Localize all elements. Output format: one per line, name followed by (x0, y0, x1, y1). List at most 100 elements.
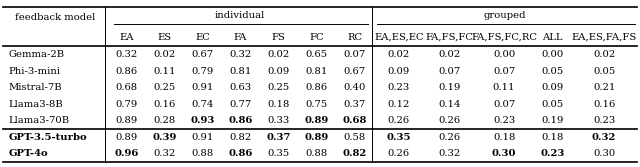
Text: GPT-3.5-turbo: GPT-3.5-turbo (8, 133, 87, 142)
Text: 0.02: 0.02 (268, 50, 289, 59)
Text: 0.32: 0.32 (592, 133, 616, 142)
Text: 0.96: 0.96 (114, 149, 139, 158)
Text: 0.25: 0.25 (268, 83, 289, 92)
Text: 0.00: 0.00 (541, 50, 563, 59)
Text: 0.05: 0.05 (593, 67, 615, 76)
Text: FC: FC (309, 33, 324, 42)
Text: 0.23: 0.23 (540, 149, 564, 158)
Text: 0.89: 0.89 (115, 116, 138, 125)
Text: EA,ES,EC: EA,ES,EC (374, 33, 424, 42)
Text: 0.16: 0.16 (593, 100, 615, 109)
Text: feedback model: feedback model (15, 13, 95, 22)
Text: 0.81: 0.81 (305, 67, 328, 76)
Text: 0.02: 0.02 (388, 50, 410, 59)
Text: 0.25: 0.25 (154, 83, 175, 92)
Text: 0.32: 0.32 (229, 50, 252, 59)
Text: 0.65: 0.65 (305, 50, 328, 59)
Text: Gemma-2B: Gemma-2B (8, 50, 65, 59)
Text: 0.05: 0.05 (541, 100, 563, 109)
Text: 0.63: 0.63 (229, 83, 252, 92)
Text: 0.67: 0.67 (344, 67, 365, 76)
Text: 0.19: 0.19 (541, 116, 563, 125)
Text: 0.68: 0.68 (342, 116, 367, 125)
Text: 0.91: 0.91 (191, 83, 214, 92)
Text: 0.82: 0.82 (229, 133, 252, 142)
Text: 0.30: 0.30 (593, 149, 615, 158)
Text: 0.93: 0.93 (190, 116, 214, 125)
Text: FA: FA (234, 33, 247, 42)
Text: 0.09: 0.09 (388, 67, 410, 76)
Text: 0.19: 0.19 (438, 83, 461, 92)
Text: FA,FS,FC,RC: FA,FS,FC,RC (471, 33, 537, 42)
Text: 0.07: 0.07 (344, 50, 365, 59)
Text: 0.02: 0.02 (154, 50, 175, 59)
Text: Phi-3-mini: Phi-3-mini (8, 67, 60, 76)
Text: 0.67: 0.67 (191, 50, 214, 59)
Text: 0.05: 0.05 (541, 67, 563, 76)
Text: 0.26: 0.26 (388, 149, 410, 158)
Text: 0.68: 0.68 (115, 83, 138, 92)
Text: 0.89: 0.89 (115, 133, 138, 142)
Text: individual: individual (214, 11, 264, 20)
Text: 0.32: 0.32 (115, 50, 138, 59)
Text: 0.91: 0.91 (191, 133, 214, 142)
Text: 0.88: 0.88 (305, 149, 328, 158)
Text: 0.77: 0.77 (229, 100, 252, 109)
Text: ES: ES (157, 33, 172, 42)
Text: EA,ES,FA,FS: EA,ES,FA,FS (572, 33, 637, 42)
Text: FS: FS (271, 33, 285, 42)
Text: 0.11: 0.11 (153, 67, 175, 76)
Text: grouped: grouped (484, 11, 527, 20)
Text: 0.86: 0.86 (228, 149, 253, 158)
Text: 0.18: 0.18 (541, 133, 563, 142)
Text: 0.89: 0.89 (305, 133, 328, 142)
Text: 0.23: 0.23 (593, 116, 615, 125)
Text: 0.26: 0.26 (438, 133, 461, 142)
Text: 0.07: 0.07 (493, 100, 515, 109)
Text: 0.28: 0.28 (154, 116, 175, 125)
Text: 0.21: 0.21 (593, 83, 615, 92)
Text: 0.23: 0.23 (493, 116, 515, 125)
Text: 0.07: 0.07 (493, 67, 515, 76)
Text: Llama3-70B: Llama3-70B (8, 116, 70, 125)
Text: 0.00: 0.00 (493, 50, 515, 59)
Text: 0.58: 0.58 (344, 133, 365, 142)
Text: 0.79: 0.79 (115, 100, 138, 109)
Text: 0.35: 0.35 (387, 133, 411, 142)
Text: Llama3-8B: Llama3-8B (8, 100, 63, 109)
Text: 0.02: 0.02 (593, 50, 615, 59)
Text: 0.32: 0.32 (438, 149, 461, 158)
Text: 0.35: 0.35 (268, 149, 289, 158)
Text: 0.14: 0.14 (438, 100, 461, 109)
Text: 0.40: 0.40 (343, 83, 365, 92)
Text: 0.23: 0.23 (388, 83, 410, 92)
Text: 0.09: 0.09 (268, 67, 289, 76)
Text: 0.02: 0.02 (438, 50, 461, 59)
Text: Mistral-7B: Mistral-7B (8, 83, 62, 92)
Text: 0.39: 0.39 (152, 133, 177, 142)
Text: 0.16: 0.16 (154, 100, 175, 109)
Text: 0.26: 0.26 (388, 116, 410, 125)
Text: 0.79: 0.79 (191, 67, 214, 76)
Text: 0.37: 0.37 (266, 133, 291, 142)
Text: 0.07: 0.07 (438, 67, 461, 76)
Text: 0.75: 0.75 (305, 100, 328, 109)
Text: EA: EA (119, 33, 134, 42)
Text: 0.18: 0.18 (268, 100, 290, 109)
Text: EC: EC (195, 33, 210, 42)
Text: 0.32: 0.32 (154, 149, 175, 158)
Text: 0.86: 0.86 (305, 83, 328, 92)
Text: 0.74: 0.74 (191, 100, 214, 109)
Text: 0.30: 0.30 (492, 149, 516, 158)
Text: 0.09: 0.09 (541, 83, 563, 92)
Text: GPT-4o: GPT-4o (8, 149, 48, 158)
Text: 0.12: 0.12 (388, 100, 410, 109)
Text: 0.81: 0.81 (229, 67, 252, 76)
Text: ALL: ALL (542, 33, 563, 42)
Text: 0.26: 0.26 (438, 116, 461, 125)
Text: 0.11: 0.11 (493, 83, 515, 92)
Text: 0.82: 0.82 (342, 149, 367, 158)
Text: 0.18: 0.18 (493, 133, 515, 142)
Text: 0.89: 0.89 (305, 116, 328, 125)
Text: 0.88: 0.88 (191, 149, 214, 158)
